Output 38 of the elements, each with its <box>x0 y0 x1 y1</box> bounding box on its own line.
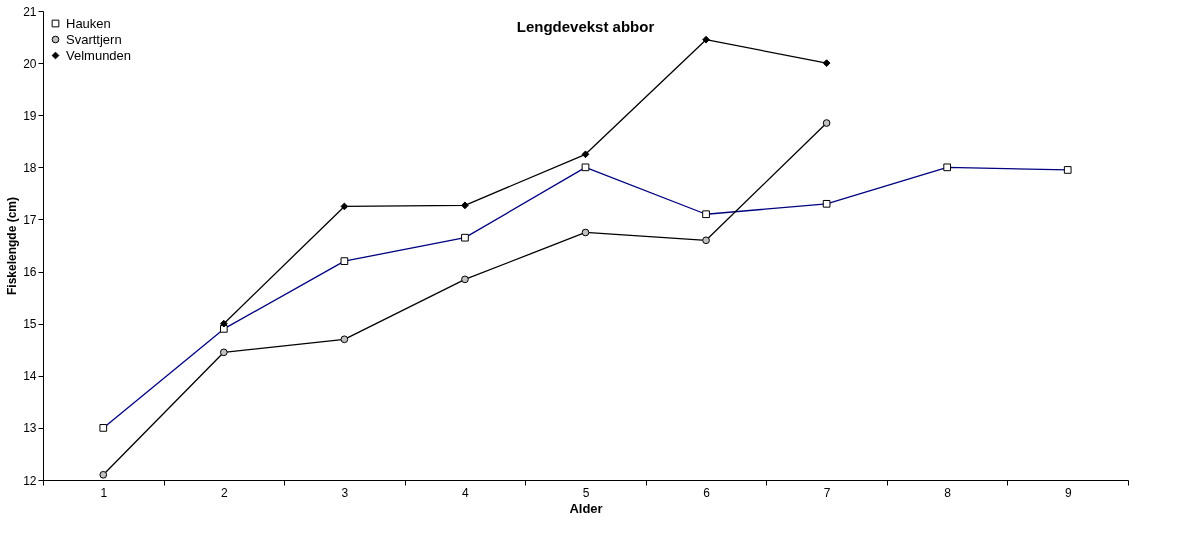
legend-label: Svarttjern <box>66 31 122 47</box>
x-tick-label: 7 <box>823 485 831 500</box>
legend-label: Velmunden <box>66 47 132 63</box>
x-tick-label: 4 <box>462 485 470 500</box>
y-tick-label: 17 <box>23 212 37 227</box>
point <box>340 202 349 211</box>
x-tick-label: 1 <box>100 485 108 500</box>
point <box>581 228 590 237</box>
point <box>219 348 228 357</box>
x-axis-title: Alder <box>569 500 603 516</box>
y-tick-label: 14 <box>23 369 37 384</box>
y-tick-label: 18 <box>23 160 37 175</box>
x-tick-label: 2 <box>220 485 228 500</box>
y-tick-label: 15 <box>23 317 37 332</box>
x-tick-label: 9 <box>1064 485 1072 500</box>
point <box>219 319 228 328</box>
point <box>340 335 349 344</box>
point <box>461 275 469 284</box>
point <box>702 35 710 44</box>
point <box>822 59 831 67</box>
y-axis-title: Fiskelengde (cm) <box>5 196 20 296</box>
x-tick-label: 8 <box>944 485 952 500</box>
text: Lengdevekst abbor <box>516 18 655 35</box>
point <box>822 119 831 127</box>
y-tick-label: 16 <box>23 265 37 280</box>
point <box>99 470 108 479</box>
legend-label: Hauken <box>66 15 111 31</box>
y-tick-label: 20 <box>23 56 37 71</box>
y-tick-label: 13 <box>23 421 37 436</box>
y-tick-label: 21 <box>23 4 37 19</box>
x-tick-label: 3 <box>341 485 349 500</box>
x-tick-label: 6 <box>703 485 711 500</box>
x-tick-label: 5 <box>582 485 590 500</box>
y-tick-label: 19 <box>23 108 37 123</box>
point <box>581 150 590 159</box>
point <box>461 201 469 210</box>
y-tick-label: 12 <box>23 473 37 488</box>
point <box>702 236 710 245</box>
